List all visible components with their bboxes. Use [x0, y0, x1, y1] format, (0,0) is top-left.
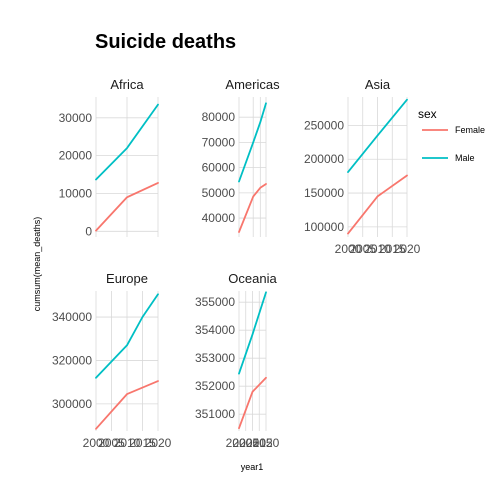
facet-label: Europe: [106, 271, 148, 286]
facet-panel: Americas 40000 50000 60000 70000 80000: [202, 77, 280, 237]
facet-label: Africa: [110, 77, 144, 92]
y-tick-label: 30000: [59, 111, 93, 125]
facet-panel: Oceania 351000 352000 353000 354000 355000 200…: [195, 271, 280, 450]
x-tick-label: 2005: [349, 242, 376, 256]
facet-label: Americas: [225, 77, 280, 92]
series-line-male: [238, 102, 267, 183]
x-tick-label: 2000: [83, 436, 110, 450]
y-tick-label: 20000: [59, 149, 93, 163]
x-tick-label: 2020: [253, 436, 280, 450]
x-tick-label: 2020: [145, 436, 172, 450]
facet-panel: Europe 300000 320000 340000 2000200520102015…: [52, 271, 172, 450]
y-tick-label: 0: [85, 224, 92, 238]
x-tick-label: 2015: [129, 436, 156, 450]
series-line-male: [95, 103, 159, 181]
y-tick-label: 351000: [195, 407, 235, 421]
x-axis-title: year1: [241, 462, 264, 472]
series-line-female: [238, 183, 267, 233]
series-line-female: [95, 181, 159, 232]
y-tick-label: 150000: [304, 186, 344, 200]
series-line-female: [95, 380, 159, 430]
y-tick-label: 353000: [195, 351, 235, 365]
legend: sex Female Male: [418, 107, 485, 163]
y-tick-label: 80000: [202, 110, 236, 124]
y-tick-label: 320000: [52, 353, 92, 367]
x-tick-label: 2015: [246, 436, 273, 450]
series-line-female: [347, 174, 408, 235]
x-tick-label: 2010: [364, 242, 391, 256]
x-tick-label: 2000: [226, 436, 253, 450]
legend-title: sex: [418, 107, 437, 121]
y-tick-label: 50000: [202, 186, 236, 200]
y-tick-label: 200000: [304, 152, 344, 166]
y-tick-label: 355000: [195, 295, 235, 309]
x-tick-label: 2005: [232, 436, 259, 450]
series-line-male: [238, 291, 267, 375]
x-tick-label: 2000: [335, 242, 362, 256]
series-line-male: [347, 98, 408, 174]
series-line-female: [238, 376, 267, 430]
x-tick-label: 2010: [114, 436, 141, 450]
facet-panel: Africa 0 10000 20000 30000: [59, 77, 159, 238]
y-tick-label: 354000: [195, 323, 235, 337]
x-tick-label: 2005: [98, 436, 125, 450]
y-tick-label: 352000: [195, 379, 235, 393]
chart-title: Suicide deaths: [95, 31, 236, 53]
facet-panels: Africa 0 10000 20000 30000 Americas 40000 50000…: [52, 77, 421, 450]
x-tick-label: 2015: [379, 242, 406, 256]
series-line-male: [95, 293, 159, 379]
y-tick-label: 300000: [52, 397, 92, 411]
legend-label-female: Female: [455, 125, 485, 135]
y-tick-label: 40000: [202, 211, 236, 225]
y-tick-label: 250000: [304, 118, 344, 132]
x-tick-label: 2010: [239, 436, 266, 450]
y-tick-label: 70000: [202, 135, 236, 149]
y-axis-title: cumsum(mean_deaths): [32, 217, 42, 312]
y-tick-label: 10000: [59, 186, 93, 200]
legend-label-male: Male: [455, 153, 475, 163]
facet-label: Oceania: [228, 271, 277, 286]
facet-panel: Asia 100000 150000 200000 250000 200020052010…: [304, 77, 421, 256]
x-tick-label: 2020: [394, 242, 421, 256]
y-tick-label: 100000: [304, 220, 344, 234]
y-tick-label: 60000: [202, 161, 236, 175]
facet-label: Asia: [365, 77, 391, 92]
y-tick-label: 340000: [52, 310, 92, 324]
